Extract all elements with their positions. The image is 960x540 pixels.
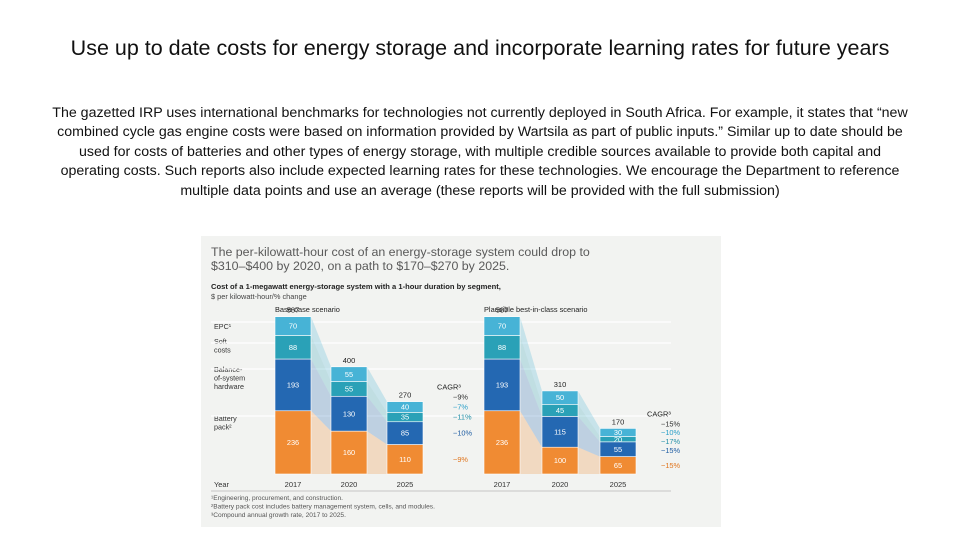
bar-value-label: 55 (345, 385, 353, 394)
row-label-battery: pack² (214, 423, 232, 432)
cagr-total: −15% (661, 419, 681, 428)
connector-battery (311, 410, 331, 474)
energy-storage-cost-chart: The per-kilowatt-hour cost of an energy-… (201, 236, 721, 527)
cagr-battery: −15% (661, 461, 681, 470)
year-tick-label: 2025 (397, 480, 414, 489)
row-label-soft: costs (214, 346, 231, 355)
row-label-soft: Soft (214, 337, 227, 346)
bar-battery-2017 (274, 410, 312, 475)
scenario-name: Plausible best-in-class scenario (484, 305, 588, 314)
row-label-epc: EPC¹ (214, 322, 232, 331)
row-label-bos: of-system (214, 374, 245, 383)
bar-total-label: 587 (496, 306, 509, 315)
bar-value-label: 130 (343, 409, 355, 418)
cagr-bos: −15% (661, 446, 681, 455)
bar-value-label: 20 (614, 435, 622, 444)
cagr-total: −9% (453, 393, 468, 402)
row-label-bos: hardware (214, 382, 244, 391)
bar-value-label: 85 (401, 429, 409, 438)
bar-value-label: 40 (401, 403, 409, 412)
bar-value-label: 55 (614, 445, 622, 454)
footnote: ²Battery pack cost includes battery mana… (211, 504, 435, 511)
bar-total-label: 170 (612, 417, 625, 426)
chart-headline-line: The per-kilowatt-hour cost of an energy-… (211, 245, 590, 259)
bar-total-label: 587 (287, 306, 300, 315)
connector-soft (367, 381, 387, 422)
bar-value-label: 236 (287, 438, 299, 447)
bar-epc-2020 (330, 366, 368, 382)
bar-total-label: 310 (554, 380, 567, 389)
chart-unit-label: $ per kilowatt-hour/% change (211, 292, 307, 301)
bar-value-label: 70 (289, 322, 297, 331)
cagr-soft: −17% (661, 437, 681, 446)
connector-soft (311, 335, 331, 397)
connector-epc (520, 316, 542, 405)
bar-value-label: 160 (343, 448, 355, 457)
cagr-battery: −9% (453, 455, 468, 464)
bar-bos-2017 (274, 358, 312, 412)
year-tick-label: 2020 (341, 480, 358, 489)
chart-headline-line: $310–$400 by 2020, on a path to $170–$27… (211, 259, 509, 273)
bar-value-label: 100 (554, 456, 566, 465)
bar-value-label: 88 (289, 343, 297, 352)
bar-value-label: 70 (498, 322, 506, 331)
cagr-header: CAGR³ (437, 383, 461, 392)
connector-bos (311, 359, 331, 432)
bar-value-label: 193 (287, 380, 299, 389)
bar-value-label: 236 (496, 438, 508, 447)
year-tick-label: 2025 (610, 480, 627, 489)
connector-battery (367, 431, 387, 474)
connector-battery (578, 447, 600, 474)
cagr-soft: −11% (453, 413, 472, 422)
bar-value-label: 65 (614, 461, 622, 470)
connector-bos (520, 359, 542, 448)
bar-bos-2017 (483, 358, 521, 412)
bar-value-label: 30 (614, 428, 622, 437)
scenario-name: Base-case scenario (275, 305, 340, 314)
connector-bos (578, 416, 600, 457)
slide-body-text: The gazetted IRP uses international benc… (52, 105, 908, 199)
slide-title: Use up to date costs for energy storage … (70, 36, 890, 60)
connector-epc (311, 316, 331, 382)
year-tick-label: 2020 (552, 480, 569, 489)
chart-subtitle: Cost of a 1-megawatt energy-storage syst… (211, 282, 501, 291)
bar-total-label: 270 (399, 391, 412, 400)
bar-value-label: 35 (401, 413, 409, 422)
bar-value-label: 45 (556, 406, 564, 415)
connector-battery (520, 410, 542, 474)
bar-battery-2025 (386, 444, 424, 475)
connector-epc (367, 366, 387, 413)
connector-bos (367, 396, 387, 445)
year-axis-label: Year (214, 480, 229, 489)
cagr-epc: −10% (661, 428, 681, 437)
bar-bos-2020 (541, 416, 579, 448)
bar-battery-2020 (330, 430, 368, 475)
bar-bos-2020 (330, 395, 368, 432)
connector-epc (578, 390, 600, 437)
bar-value-label: 110 (399, 455, 411, 464)
bar-epc-2025 (386, 401, 424, 413)
bar-total-label: 400 (343, 356, 356, 365)
connector-soft (578, 404, 600, 442)
footnote: ³Compound annual growth rate, 2017 to 20… (211, 512, 346, 519)
cagr-epc: −7% (453, 403, 468, 412)
chart-svg: The per-kilowatt-hour cost of an energy-… (211, 245, 681, 519)
bar-value-label: 50 (556, 393, 564, 402)
bar-battery-2017 (483, 410, 521, 475)
bar-epc-2025 (599, 428, 637, 437)
connector-soft (520, 335, 542, 417)
bar-epc-2017 (274, 316, 312, 336)
bar-epc-2017 (483, 316, 521, 336)
bar-value-label: 88 (498, 343, 506, 352)
bar-value-label: 55 (345, 370, 353, 379)
cagr-header: CAGR³ (647, 409, 671, 418)
footnote: ¹Engineering, procurement, and construct… (211, 495, 343, 502)
bar-value-label: 115 (554, 427, 566, 436)
bar-value-label: 193 (496, 380, 508, 389)
year-tick-label: 2017 (285, 480, 302, 489)
row-label-battery: Battery (214, 414, 237, 423)
bar-epc-2020 (541, 390, 579, 405)
cagr-bos: −10% (453, 429, 473, 438)
year-tick-label: 2017 (494, 480, 511, 489)
